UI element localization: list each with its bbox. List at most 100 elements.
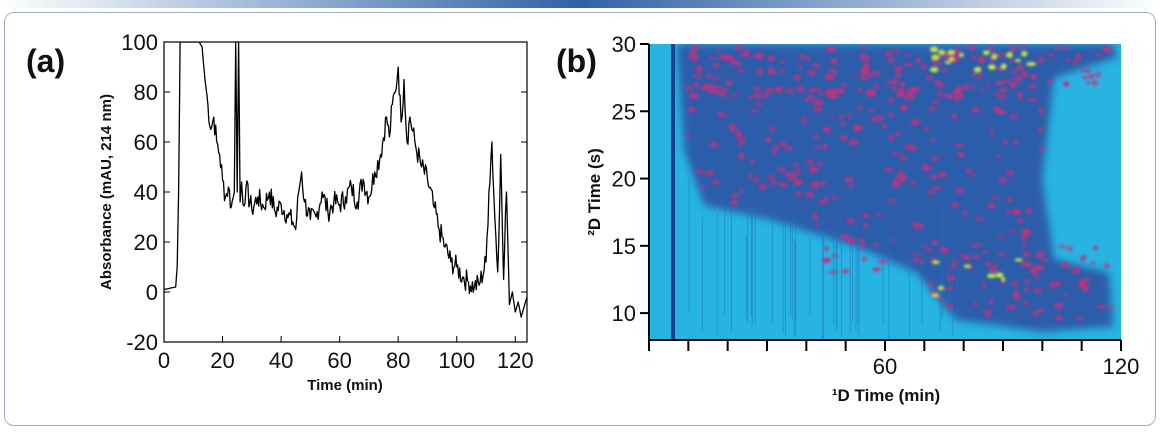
heatmap-peak (787, 88, 795, 94)
heatmap-peak (965, 168, 972, 174)
heatmap-peak (885, 167, 894, 172)
heatmap-peak (727, 124, 738, 130)
heatmap-peak (708, 56, 718, 60)
heatmap-peak (766, 175, 775, 179)
heatmap-peak (1087, 73, 1095, 79)
heatmap-peak (729, 200, 739, 206)
heatmap-peak (971, 54, 978, 60)
heatmap-peak (996, 154, 1001, 159)
heatmap-peak (771, 149, 779, 154)
heatmap-peak (1080, 255, 1087, 260)
heatmap-peak (900, 104, 908, 111)
heatmap-peak (845, 218, 856, 225)
heatmap-peak (941, 68, 949, 72)
heatmap-peak (816, 100, 824, 106)
heatmap-hot-peak (929, 46, 939, 53)
heatmap-peak (945, 304, 954, 309)
heatmap-dead-time-line (671, 44, 676, 340)
heatmap-peak (822, 143, 827, 150)
heatmap-peak (826, 74, 835, 81)
panel-b-y-tick-label: 25 (612, 99, 636, 124)
heatmap-peak (898, 169, 904, 175)
heatmap-peak (894, 73, 902, 78)
heatmap-peak (806, 158, 814, 166)
heatmap-peak (1021, 233, 1028, 240)
heatmap-peak (1048, 53, 1054, 58)
heatmap-peak (1061, 45, 1069, 51)
heatmap-peak (840, 83, 848, 88)
heatmap-peak (987, 203, 996, 209)
heatmap-peak (1024, 278, 1031, 285)
heatmap-hot-peak (932, 260, 940, 265)
heatmap-peak (838, 122, 847, 126)
heatmap-peak (981, 250, 988, 254)
heatmap-peak (950, 202, 961, 208)
heatmap-peak (900, 81, 905, 88)
heatmap-peak (1053, 46, 1061, 50)
heatmap-peak (780, 69, 785, 74)
heatmap-peak (1081, 69, 1092, 73)
heatmap-peak (854, 124, 860, 129)
heatmap-hot-peak (1006, 52, 1013, 58)
heatmap-peak (925, 76, 934, 81)
heatmap-hot-peak (1014, 258, 1023, 262)
heatmap-peak (738, 139, 744, 144)
heatmap-peak (706, 72, 714, 79)
heatmap-peak (1018, 45, 1029, 50)
heatmap-peak (1075, 317, 1085, 321)
heatmap-peak (948, 94, 955, 99)
heatmap-peak (830, 195, 840, 200)
panel-a-x-tick-label: 20 (210, 348, 234, 373)
heatmap-peak (709, 84, 720, 88)
heatmap-peak (702, 83, 712, 91)
heatmap-peak (848, 184, 854, 189)
heatmap-peak (1009, 70, 1020, 74)
panel-a-x-axis-label: Time (min) (307, 377, 383, 394)
heatmap-peak (1094, 71, 1102, 78)
heatmap-peak (752, 92, 762, 99)
heatmap-hot-peak (930, 67, 939, 73)
heatmap-hot-peak (937, 285, 944, 291)
heatmap-peak (761, 95, 770, 99)
heatmap-peak (922, 166, 932, 171)
heatmap-peak (1060, 262, 1070, 268)
heatmap-peak (1012, 293, 1022, 301)
heatmap-peak (915, 58, 921, 64)
heatmap-hot-peak (944, 60, 952, 64)
panel-a-y-tick-label: 40 (134, 180, 158, 205)
heatmap-band-shape (676, 44, 1118, 332)
heatmap-peak (1102, 46, 1112, 52)
panel-a-x-tick-label: 100 (438, 348, 475, 373)
panel-a-plot-frame (163, 41, 528, 343)
heatmap-peak (720, 91, 727, 98)
heatmap-peak (848, 139, 859, 146)
panel-a-y-tick-label: 100 (121, 30, 158, 55)
heatmap-peak (688, 49, 697, 54)
heatmap-peak (736, 136, 747, 142)
heatmap-peak (776, 166, 787, 172)
heatmap-peak (899, 152, 904, 156)
heatmap-peak (750, 109, 759, 113)
heatmap-peak (684, 86, 694, 92)
heatmap-peak (731, 193, 739, 200)
heatmap-hot-peak (938, 49, 946, 55)
heatmap-peak (861, 214, 871, 218)
heatmap-peak (753, 178, 760, 183)
heatmap-peak (1000, 279, 1006, 286)
heatmap-peak (824, 245, 829, 252)
heatmap-peak (793, 75, 802, 80)
heatmap-peak (738, 189, 744, 194)
heatmap-peak (726, 54, 732, 62)
heatmap-peak (1023, 262, 1034, 267)
heatmap-peak (872, 71, 881, 76)
heatmap-peak (1000, 87, 1008, 93)
heatmap-peak (1005, 198, 1014, 202)
heatmap-peak (685, 134, 692, 138)
heatmap-peak (1003, 139, 1008, 145)
heatmap-peak (861, 74, 867, 81)
heatmap-peak (1099, 304, 1108, 309)
heatmap-hot-peak (963, 264, 971, 268)
heatmap-peak (809, 165, 819, 173)
